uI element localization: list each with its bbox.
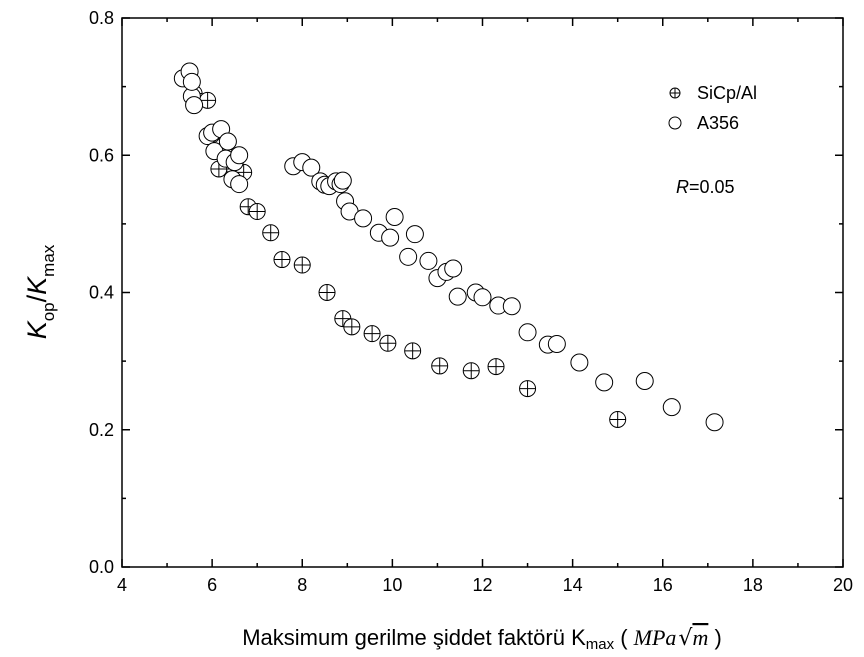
legend-label-sicp-al: SiCp/Al bbox=[697, 83, 757, 103]
data-point-sicp-al bbox=[199, 91, 217, 109]
y-tick-label: 0.2 bbox=[89, 420, 114, 440]
data-point-sicp-al bbox=[343, 318, 361, 336]
data-point-sicp-al bbox=[609, 410, 627, 428]
x-title-unit-open: ( bbox=[614, 625, 634, 650]
data-point-a356 bbox=[473, 288, 492, 307]
y-axis-title: Kop/Kmax bbox=[22, 244, 58, 339]
y-title-slash: / bbox=[22, 294, 52, 302]
axis-ticks bbox=[121, 17, 844, 568]
x-tick-label: 6 bbox=[207, 575, 217, 595]
x-title-unit-root: m bbox=[692, 625, 708, 650]
x-title-sub: max bbox=[586, 636, 615, 653]
legend-symbol-a356 bbox=[668, 116, 682, 130]
y-title-sub1: op bbox=[39, 302, 58, 321]
x-tick-label: 10 bbox=[382, 575, 402, 595]
data-point-a356 bbox=[381, 228, 400, 247]
legend: SiCp/Al A356 bbox=[668, 83, 757, 133]
x-tick-label: 14 bbox=[563, 575, 583, 595]
data-point-a356 bbox=[354, 209, 373, 228]
x-title-unit-close: ) bbox=[708, 625, 721, 650]
data-point-a356 bbox=[302, 158, 321, 177]
data-point-sicp-al bbox=[519, 380, 537, 398]
y-tick-labels: 0.0 0.2 0.4 0.6 0.8 bbox=[89, 8, 114, 577]
data-point-sicp-al bbox=[462, 362, 480, 380]
legend-marker-sicp-al bbox=[669, 87, 681, 99]
x-title-sqrt-sign: √ bbox=[678, 626, 693, 651]
data-point-sicp-al bbox=[379, 334, 397, 352]
x-tick-label: 18 bbox=[743, 575, 763, 595]
data-point-sicp-al bbox=[293, 256, 311, 274]
data-point-a356 bbox=[230, 175, 249, 194]
data-point-a356 bbox=[448, 287, 467, 306]
data-point-a356 bbox=[230, 146, 249, 165]
x-tick-label: 12 bbox=[472, 575, 492, 595]
data-point-a356 bbox=[218, 132, 237, 151]
r-annotation-symbol: R bbox=[676, 177, 689, 197]
data-point-a356 bbox=[635, 372, 654, 391]
data-point-sicp-al bbox=[318, 284, 336, 301]
data-point-a356 bbox=[502, 297, 521, 316]
r-annotation-value: =0.05 bbox=[689, 177, 735, 197]
data-point-sicp-al bbox=[363, 325, 381, 343]
data-point-a356 bbox=[419, 251, 438, 270]
plot-area: 4 6 8 10 12 14 16 18 20 0.0 0.2 0.4 0.6 0.8 bbox=[89, 8, 853, 595]
data-point-sicp-al bbox=[273, 251, 291, 269]
r-annotation: R=0.05 bbox=[676, 177, 735, 197]
legend-marker-a356 bbox=[668, 116, 682, 130]
y-tick-label: 0.0 bbox=[89, 557, 114, 577]
data-point-a356 bbox=[405, 225, 424, 244]
y-title-sub2: max bbox=[39, 244, 58, 277]
data-point-sicp-al bbox=[404, 342, 422, 360]
data-point-a356 bbox=[385, 208, 404, 227]
svg-text:Kop/Kmax: Kop/Kmax bbox=[22, 244, 58, 339]
x-axis-title: Maksimum gerilme şiddet faktörü Kmax ( M… bbox=[242, 625, 722, 653]
data-point-a356 bbox=[547, 334, 566, 353]
y-title-k1: K bbox=[22, 320, 52, 339]
data-point-a356 bbox=[399, 247, 418, 266]
legend-symbol-sicp-al bbox=[669, 87, 681, 99]
data-point-a356 bbox=[182, 72, 201, 91]
data-point-a356 bbox=[570, 353, 589, 372]
x-tick-labels: 4 6 8 10 12 14 16 18 20 bbox=[117, 575, 853, 595]
x-tick-label: 16 bbox=[653, 575, 673, 595]
data-point-a356 bbox=[705, 413, 724, 432]
x-title-main: Maksimum gerilme şiddet faktörü K bbox=[242, 625, 586, 650]
y-tick-label: 0.6 bbox=[89, 145, 114, 165]
y-tick-label: 0.8 bbox=[89, 8, 114, 28]
data-point-sicp-al bbox=[262, 224, 280, 242]
data-point-a356 bbox=[185, 96, 204, 115]
x-title-unit-math: MPa bbox=[633, 625, 677, 650]
x-tick-label: 20 bbox=[833, 575, 853, 595]
data-point-sicp-al bbox=[487, 358, 505, 376]
data-markers bbox=[173, 62, 724, 432]
data-point-a356 bbox=[333, 171, 352, 190]
data-point-a356 bbox=[662, 398, 681, 417]
y-tick-label: 0.4 bbox=[89, 283, 114, 303]
x-tick-label: 4 bbox=[117, 575, 127, 595]
data-point-sicp-al bbox=[431, 357, 449, 375]
data-point-a356 bbox=[595, 373, 614, 392]
data-point-a356 bbox=[444, 259, 463, 278]
data-point-sicp-al bbox=[248, 203, 266, 221]
data-point-a356 bbox=[518, 323, 537, 342]
legend-label-a356: A356 bbox=[697, 113, 739, 133]
y-title-k2: K bbox=[22, 276, 52, 295]
x-tick-label: 8 bbox=[297, 575, 307, 595]
